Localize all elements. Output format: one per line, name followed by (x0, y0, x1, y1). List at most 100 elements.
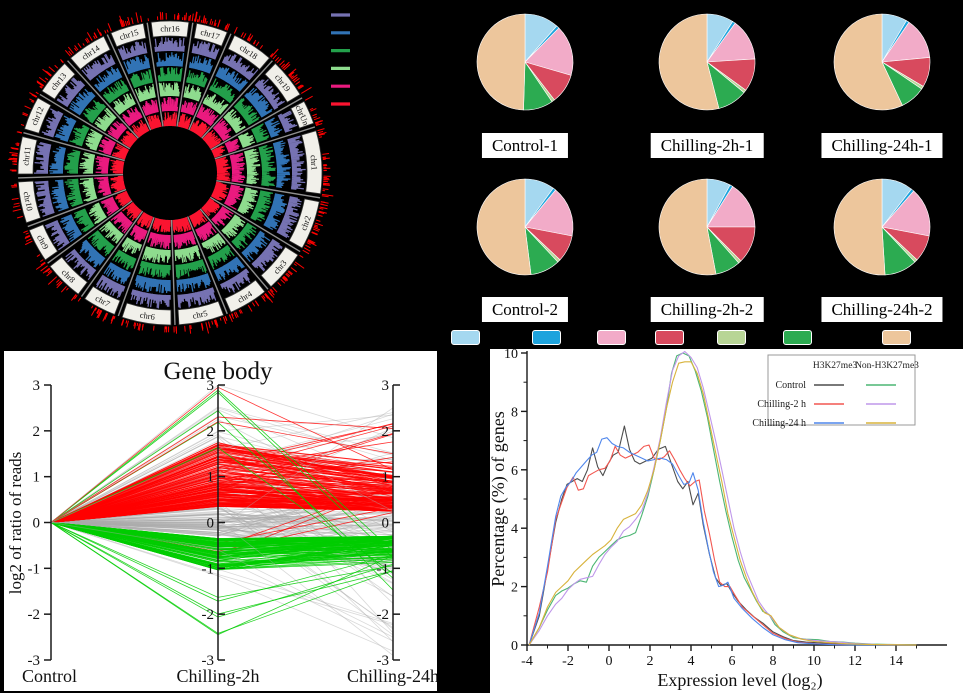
circos-outer-tick (319, 206, 328, 210)
pie-chilling-24h-1 (827, 7, 937, 117)
circos-outer-tick (110, 315, 115, 324)
circos-outer-tick (54, 64, 59, 69)
circos-track-segment (264, 117, 283, 138)
circos-outer-tick (74, 45, 79, 51)
circos-outer-tick (85, 38, 89, 44)
circos-gap-spoke (146, 22, 164, 127)
circos-outer-tick (222, 316, 227, 324)
circos-track-segment (134, 83, 156, 103)
circos-outer-tick (24, 105, 31, 110)
circos-track-segment (65, 248, 97, 281)
circos-track-segment (207, 244, 235, 270)
circos-track-segment (60, 214, 83, 243)
circos-outer-tick (254, 300, 259, 306)
circos-outer-tick (40, 259, 44, 263)
circos-gap-spoke (201, 60, 273, 139)
chromosome-label: chr5 (192, 308, 209, 321)
circos-track-segment (209, 78, 235, 104)
pie-control-2 (470, 172, 580, 282)
circos-outer-tick (297, 84, 302, 89)
density-legend-rows: Control Chilling-2 h Chilling-24 h (752, 380, 896, 429)
circos-outer-tick (42, 267, 50, 274)
chromosome-label: chr11 (20, 146, 32, 166)
circos-track-segment (138, 260, 171, 279)
circos-gap-spoke (117, 216, 155, 317)
circos-outer-tick (77, 297, 82, 302)
circos-outer-tick (67, 46, 74, 54)
density-y-tick-label: 10 (504, 349, 518, 362)
circos-outer-tick (56, 280, 62, 286)
circos-track-segment (34, 141, 52, 174)
circos-track-segment (112, 249, 137, 270)
circos-track-segment (221, 214, 246, 239)
circos-track-segment (94, 66, 123, 93)
circos-outer-tick (16, 215, 23, 219)
circos-outer-tick (233, 26, 238, 34)
circos-outer-tick (11, 197, 19, 200)
circos-track-segment (233, 98, 260, 126)
density-x-tick-label: 2 (647, 654, 654, 669)
circos-outer-tick (288, 71, 295, 77)
circos-track-segment (211, 145, 226, 158)
pie-slice (881, 190, 931, 237)
chromosome-band-segment (150, 20, 190, 38)
circos-track-segment (161, 96, 179, 112)
circos-track-segment (215, 66, 248, 92)
circos-outer-tick (307, 240, 317, 247)
circos-track-segment (73, 208, 95, 233)
circos-outer-tick (217, 20, 221, 28)
circos-outer-tick (102, 312, 108, 322)
density-x-tick-label: 4 (688, 654, 695, 669)
circos-outer-tick (301, 86, 312, 94)
circos-track-segment (102, 79, 130, 104)
circos-track-segment (122, 201, 142, 221)
chromosome-label: chr6 (139, 310, 155, 322)
pie-chart (658, 13, 756, 111)
genebody-tick-label: -1 (377, 561, 390, 577)
circos-track-segment (277, 110, 298, 133)
chromosome-band-segment (17, 180, 42, 224)
pie-legend-swatch (451, 330, 480, 345)
circos-gap-spoke (199, 208, 269, 290)
density-y-tick-label: 2 (511, 581, 518, 596)
circos-outer-tick (313, 116, 317, 119)
circos-track-segment (177, 287, 217, 309)
genebody-tick-label: -2 (28, 607, 41, 623)
circos-outer-tick (15, 143, 20, 146)
circos-outer-tick (238, 309, 242, 314)
circos-track-segment (111, 143, 130, 160)
circos-track-segment (69, 124, 90, 147)
circos-outer-tick (314, 224, 319, 227)
circos-outer-tick (71, 294, 77, 300)
circos-track-segment (191, 41, 220, 60)
circos-gap-spokes (18, 22, 321, 325)
circos-track-segment (231, 222, 257, 250)
circos-outer-tick (38, 76, 47, 83)
circos-outer-tick (77, 42, 82, 49)
pie-slice (833, 178, 886, 276)
pie-slice (706, 186, 756, 228)
circos-track-segment (175, 259, 207, 279)
circos-outer-tick (127, 16, 131, 25)
circos-outer-tick (16, 142, 20, 144)
circos-outer-tick (305, 244, 311, 249)
circos-outer-tick (233, 312, 238, 319)
circos-track-segment (95, 274, 126, 299)
circos-outer-tick (40, 85, 43, 88)
circos-outer-tick (213, 19, 217, 27)
circos-outer-tick (288, 71, 294, 77)
chromosome-band-segment (41, 62, 76, 100)
circos-track-segment (83, 100, 107, 124)
circos-track-segment (107, 120, 128, 140)
pie-slice (833, 13, 903, 111)
pie-slice (524, 189, 574, 237)
circos-outer-tick (315, 120, 324, 124)
circos-outer-tick (198, 15, 201, 23)
density-plot-panel: Percentage (%) of genes 0 2 4 6 8 10 -4 -2 0 2 4 6 8… (490, 349, 963, 693)
density-x-tick-label: 10 (807, 654, 821, 669)
circos-outer-tick (35, 91, 39, 95)
circos-outer-tick (206, 20, 208, 25)
circos-outer-tick (46, 270, 53, 277)
circos-outer-tick (262, 295, 266, 299)
circos-outer-tick (298, 85, 305, 90)
